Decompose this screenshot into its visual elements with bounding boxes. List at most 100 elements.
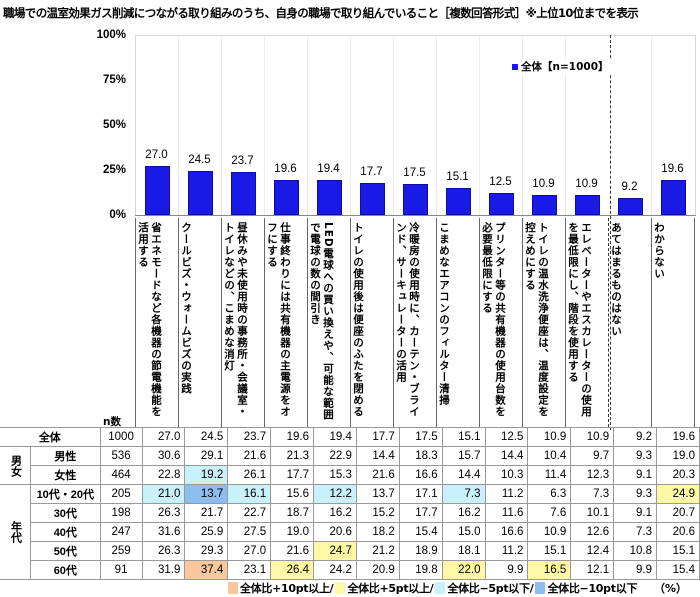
table-cell: 21.3 [270,446,315,466]
table-cell: 19.4 [313,427,357,447]
table-cell: 21.6 [227,446,272,466]
table-cell: 7.3 [570,484,615,504]
bar-value-label: 23.7 [231,155,254,168]
table-row: 年代 10代・20代 205 21.0 13.7 16.1 15.6 12.2 13.7 17.1… [0,484,700,580]
table-cell: 15.1 [527,541,572,561]
table-cell: 11.2 [484,484,529,504]
table-cell: 7.3 [441,484,486,504]
category-label: 仕事終わりには共有機器の主電源をオフにする [264,218,307,427]
legend-swatch-icon [535,582,546,594]
bar [317,180,342,215]
bar [360,183,385,215]
grid-line [221,35,222,215]
table-cell: 9.2 [613,427,658,447]
n-value: 198 [99,503,143,523]
table-cell: 15.3 [313,465,357,485]
table-cell: 24.2 [313,560,357,580]
table-cell: 29.3 [184,541,229,561]
bar [446,187,471,215]
category-label: トイレの温水洗浄便座は、温度設定を控えめにする [522,218,565,427]
table-row: 60代 91 31.9 37.4 23.1 26.4 24.2 20.9 19.8 22.0 9.9… [0,560,700,580]
table-cell: 18.9 [398,541,443,561]
table-cell: 10.9 [527,522,572,542]
row-label: 男性 [30,446,101,466]
table-cell: 19.8 [398,560,443,580]
table-cell: 17.7 [270,465,315,485]
table-cell: 6.3 [527,484,572,504]
bar [489,192,514,215]
row-label: 10代・20代 [30,484,101,504]
bar [274,179,299,215]
n-value: 464 [99,465,143,485]
table-cell: 11.2 [484,541,529,561]
n-value: 91 [99,560,143,580]
table-cell: 31.9 [141,560,186,580]
row-label: 40代 [30,522,101,542]
table-cell: 12.4 [570,541,615,561]
table-cell: 22.9 [313,446,357,466]
row-label: 30代 [30,503,101,523]
grid-line [393,35,394,215]
table-cell: 17.5 [398,427,443,447]
table-cell: 25.9 [184,522,229,542]
n-value: 247 [99,522,143,542]
table-cell: 13.7 [184,484,229,504]
table-cell: 20.6 [313,522,357,542]
table-cell: 29.1 [184,446,229,466]
table-cell: 15.0 [441,522,486,542]
y-tick-50: 50% [102,119,126,131]
table-cell: 15.1 [656,541,700,561]
table-cell: 10.9 [527,427,572,447]
group-label-gender: 男女 [0,446,31,485]
table-cell: 18.2 [355,522,400,542]
legend-label: 全体比−5pt以下/ [447,582,534,595]
grid-line [307,35,308,215]
row-label: 50代 [30,541,101,561]
grid-line [522,35,523,215]
bar [231,172,256,215]
table-cell: 15.4 [398,522,443,542]
table-cell: 27.0 [227,541,272,561]
y-tick-100: 100% [96,29,126,41]
category-label: エレベーターやエスカレーターの使用を最低限にし、階段を使用する [565,218,608,427]
crosstab-table: 全体 1000 27.0 24.5 23.7 19.6 19.4 17.7 17.5 15.1 12… [0,427,700,580]
plot-area [135,35,696,215]
table-row: 全体 1000 27.0 24.5 23.7 19.6 19.4 17.7 17.5 15.1 12… [0,427,700,447]
grid-line [350,35,351,215]
bar [188,170,213,215]
table-cell: 10.4 [527,446,572,466]
grid-line [264,35,265,215]
table-cell: 21.6 [355,465,400,485]
table-cell: 15.2 [355,503,400,523]
bar-value-label: 19.4 [317,163,340,176]
bar-value-label: 17.5 [403,166,426,179]
legend-swatch-icon [512,63,518,70]
table-cell: 12.5 [484,427,529,447]
group-label-age: 年代 [0,484,31,580]
table-cell: 10.3 [484,465,529,485]
n-value: 536 [99,446,143,466]
grid-line [436,35,437,215]
table-cell: 12.1 [570,560,615,580]
table-cell: 19.6 [270,427,315,447]
x-axis-baseline [135,215,696,216]
bar [532,195,557,215]
table-cell: 9.7 [570,446,615,466]
table-cell: 18.7 [270,503,315,523]
highlight-legend: 全体比+10pt以上/全体比+5pt以上/全体比−5pt以下/全体比−10pt以… [228,580,639,596]
table-cell: 24.9 [656,484,700,504]
n-value: 259 [99,541,143,561]
table-cell: 19.6 [656,427,700,447]
table-cell: 14.4 [355,446,400,466]
table-cell: 16.2 [441,503,486,523]
table-cell: 19.0 [270,522,315,542]
table-cell: 16.6 [398,465,443,485]
table-cell: 17.7 [355,427,400,447]
table-cell: 10.8 [613,541,658,561]
table-cell: 15.1 [441,427,486,447]
table-cell: 9.1 [613,465,658,485]
table-cell: 11.6 [484,503,529,523]
legend-swatch-icon [335,582,346,594]
table-cell: 23.7 [227,427,272,447]
bar-value-label: 17.7 [360,166,383,179]
